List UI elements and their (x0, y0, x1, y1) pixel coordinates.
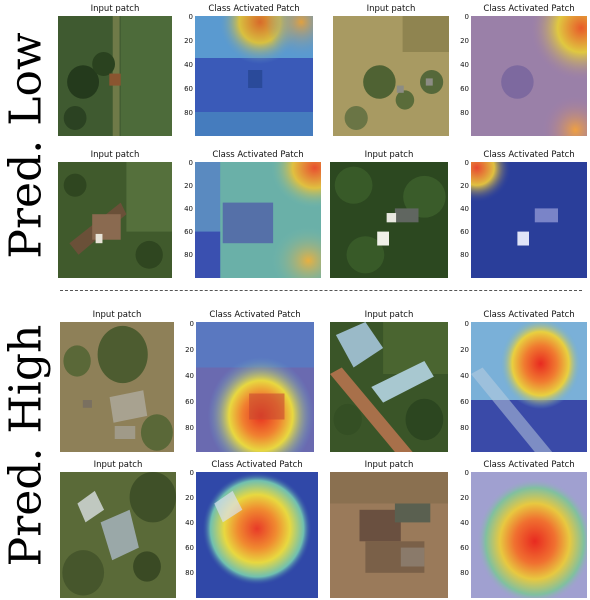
y-tick-label: 80 (184, 109, 193, 117)
panel-high-4-cam: Class Activated Patch 0 20 40 60 80 (460, 460, 587, 598)
y-tick-label: 80 (460, 251, 469, 259)
y-tick-label: 40 (185, 372, 194, 380)
y-tick-label: 40 (185, 519, 194, 527)
y-tick-label: 0 (464, 469, 469, 477)
panel-title: Class Activated Patch (483, 310, 575, 320)
panel-title: Class Activated Patch (483, 460, 575, 470)
y-tick-label: 0 (189, 320, 194, 328)
satellite-image (330, 322, 448, 452)
satellite-image (58, 16, 172, 136)
y-tick-label: 0 (189, 469, 194, 477)
section-divider (60, 290, 582, 291)
panel-title: Class Activated Patch (212, 150, 304, 160)
row-label-pred-low: Pred. Low (0, 10, 52, 280)
panel-low-1-input: Input patch (58, 4, 172, 136)
y-tick-label: 0 (188, 159, 193, 167)
panel-title: Input patch (366, 4, 416, 14)
y-tick-label: 80 (185, 569, 194, 577)
row-label-pred-high: Pred. High (0, 300, 52, 590)
y-tick-label: 60 (184, 85, 193, 93)
panel-low-4-cam: Class Activated Patch 0 20 40 60 80 (460, 150, 587, 278)
heatmap-image (471, 16, 587, 136)
y-tick-label: 80 (184, 251, 193, 259)
y-tick-label: 60 (460, 544, 469, 552)
row-label-low-text: Pred. Low (0, 31, 52, 259)
y-tick-label: 60 (460, 398, 469, 406)
y-tick-label: 80 (460, 569, 469, 577)
panel-low-3-cam: Class Activated Patch 0 20 40 60 80 (184, 150, 321, 278)
y-tick-label: 0 (464, 320, 469, 328)
heatmap-image (471, 472, 587, 598)
y-tick-label: 0 (464, 13, 469, 21)
panel-title: Input patch (90, 150, 140, 160)
panel-title: Class Activated Patch (211, 460, 303, 470)
y-tick-label: 0 (464, 159, 469, 167)
panel-title: Class Activated Patch (209, 310, 301, 320)
satellite-image (333, 16, 449, 136)
panel-high-1-cam: Class Activated Patch 0 20 40 60 80 (185, 310, 314, 452)
panel-low-4-input: Input patch (330, 150, 448, 278)
y-tick-label: 40 (184, 61, 193, 69)
heatmap-image (195, 162, 321, 278)
panel-high-4-input: Input patch (330, 460, 448, 598)
panel-title: Input patch (364, 460, 414, 470)
panel-high-3-cam: Class Activated Patch 0 20 40 60 80 (185, 460, 318, 598)
panel-high-1-input: Input patch (60, 310, 174, 452)
panel-title: Input patch (92, 310, 142, 320)
heatmap-image (195, 16, 313, 136)
panel-title: Input patch (364, 150, 414, 160)
panel-low-1-cam: Class Activated Patch 0 20 40 60 80 (184, 4, 313, 136)
panel-low-2-input: Input patch (333, 4, 449, 136)
satellite-image (58, 162, 172, 278)
panel-title: Input patch (90, 4, 140, 14)
y-tick-label: 20 (184, 182, 193, 190)
row-label-high-text: Pred. High (0, 324, 52, 566)
panel-low-3-input: Input patch (58, 150, 172, 278)
y-tick-label: 40 (460, 205, 469, 213)
y-tick-label: 60 (185, 544, 194, 552)
heatmap-image (471, 322, 587, 452)
y-tick-label: 20 (460, 37, 469, 45)
panel-title: Class Activated Patch (483, 150, 575, 160)
y-tick-label: 80 (460, 109, 469, 117)
y-tick-label: 40 (460, 519, 469, 527)
panel-title: Class Activated Patch (483, 4, 575, 14)
heatmap-image (471, 162, 587, 278)
panel-high-2-input: Input patch (330, 310, 448, 452)
y-tick-label: 20 (460, 494, 469, 502)
y-tick-label: 20 (185, 346, 194, 354)
y-tick-label: 60 (185, 398, 194, 406)
y-tick-label: 40 (460, 372, 469, 380)
satellite-image (330, 472, 448, 598)
y-tick-label: 20 (460, 182, 469, 190)
panel-title: Input patch (93, 460, 143, 470)
panel-high-3-input: Input patch (60, 460, 176, 598)
satellite-image (60, 322, 174, 452)
y-tick-label: 20 (184, 37, 193, 45)
heatmap-image (196, 472, 318, 598)
y-tick-label: 20 (185, 494, 194, 502)
panel-title: Class Activated Patch (208, 4, 300, 14)
y-tick-label: 60 (460, 228, 469, 236)
satellite-image (330, 162, 448, 278)
y-tick-label: 80 (185, 424, 194, 432)
y-tick-label: 80 (460, 424, 469, 432)
panel-low-2-cam: Class Activated Patch 0 20 40 60 80 (460, 4, 587, 136)
y-tick-label: 40 (460, 61, 469, 69)
y-tick-label: 20 (460, 346, 469, 354)
y-tick-label: 60 (184, 228, 193, 236)
panel-title: Input patch (364, 310, 414, 320)
heatmap-image (196, 322, 314, 452)
satellite-image (60, 472, 176, 598)
y-tick-label: 40 (184, 205, 193, 213)
y-tick-label: 60 (460, 85, 469, 93)
panel-high-2-cam: Class Activated Patch 0 20 40 60 80 (460, 310, 587, 452)
y-tick-label: 0 (188, 13, 193, 21)
